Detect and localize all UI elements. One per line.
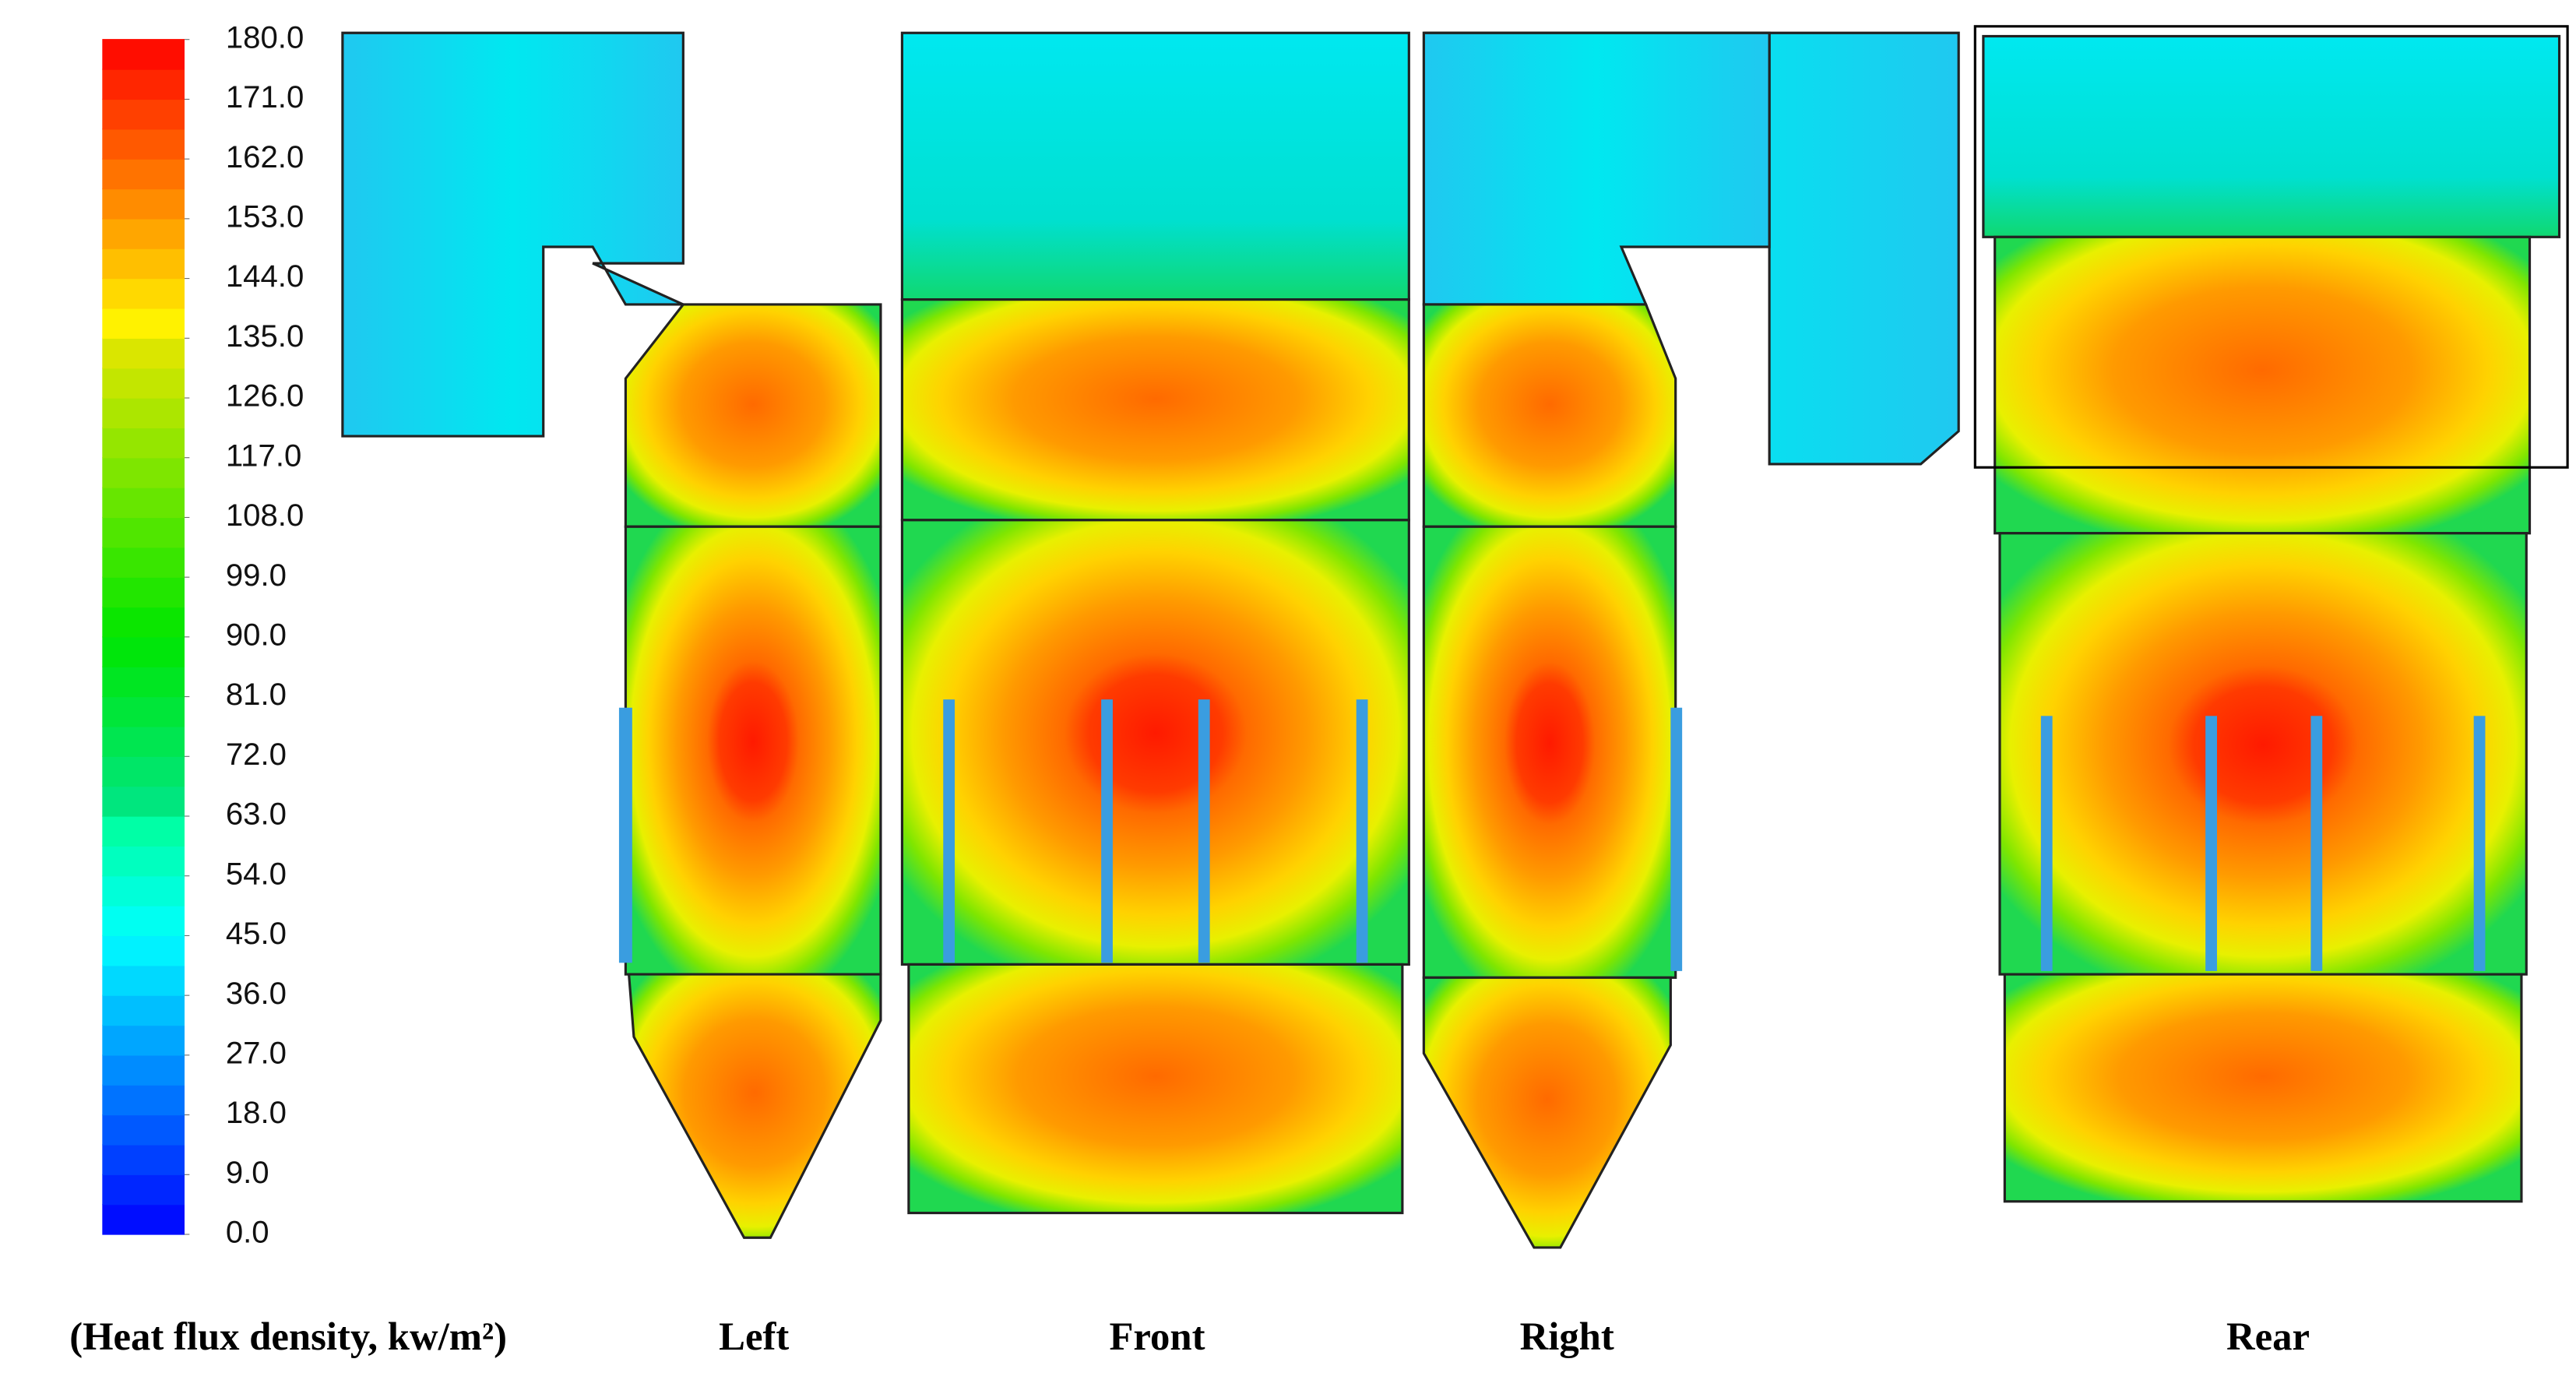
color-band bbox=[102, 337, 185, 369]
front-panel bbox=[900, 31, 1410, 1215]
tick-label: 63.0 bbox=[226, 797, 287, 832]
tick-label: 108.0 bbox=[226, 498, 304, 533]
color-band bbox=[102, 516, 185, 548]
tick-label: 72.0 bbox=[226, 737, 287, 772]
panel-label: Left bbox=[719, 1315, 789, 1358]
tick-label: 18.0 bbox=[226, 1095, 287, 1130]
color-band bbox=[102, 69, 185, 100]
tick-label: 45.0 bbox=[226, 916, 287, 951]
rear-panel bbox=[1973, 25, 2569, 1203]
color-band bbox=[102, 188, 185, 220]
panel-label: Front bbox=[1109, 1315, 1205, 1358]
tick-label: 126.0 bbox=[226, 378, 304, 414]
tick-label: 180.0 bbox=[226, 19, 304, 55]
color-band bbox=[102, 1144, 185, 1175]
color-band bbox=[102, 905, 185, 937]
color-band bbox=[102, 427, 185, 459]
tick-label: 162.0 bbox=[226, 139, 304, 174]
tick-label: 81.0 bbox=[226, 677, 287, 712]
color-band bbox=[102, 1084, 185, 1116]
tick-label: 153.0 bbox=[226, 199, 304, 234]
tick-label: 0.0 bbox=[226, 1215, 269, 1250]
color-band bbox=[102, 39, 185, 70]
tick-label: 54.0 bbox=[226, 856, 287, 891]
colorbar: 180.0 171.0 162.0 153.0 144.0 135.0 126.0 117.0… bbox=[102, 19, 304, 1250]
color-band bbox=[102, 965, 185, 996]
tick-label: 99.0 bbox=[226, 558, 287, 593]
color-band bbox=[102, 218, 185, 249]
color-band bbox=[102, 786, 185, 817]
color-band bbox=[102, 576, 185, 608]
color-band bbox=[102, 815, 185, 847]
right-panel bbox=[1422, 31, 1960, 1249]
color-band bbox=[102, 1114, 185, 1146]
color-band bbox=[102, 994, 185, 1026]
color-band bbox=[102, 397, 185, 428]
color-band bbox=[102, 547, 185, 578]
tick-label: 36.0 bbox=[226, 976, 287, 1011]
color-band bbox=[102, 158, 185, 190]
color-band bbox=[102, 666, 185, 698]
color-band bbox=[102, 755, 185, 787]
color-band bbox=[102, 845, 185, 877]
color-band bbox=[102, 875, 185, 906]
color-band bbox=[102, 457, 185, 488]
unit-label: (Heat flux density, kw/m²) bbox=[69, 1315, 507, 1358]
color-band bbox=[102, 248, 185, 280]
color-band bbox=[102, 487, 185, 519]
color-band bbox=[102, 636, 185, 667]
color-band bbox=[102, 1024, 185, 1056]
tick-label: 117.0 bbox=[226, 438, 301, 473]
panel-label: Rear bbox=[2226, 1315, 2310, 1358]
left-panel bbox=[341, 31, 882, 1239]
tick-label: 90.0 bbox=[226, 617, 287, 652]
color-band bbox=[102, 1204, 185, 1235]
color-band bbox=[102, 128, 185, 160]
color-band bbox=[102, 277, 185, 309]
color-band bbox=[102, 935, 185, 966]
color-band bbox=[102, 606, 185, 638]
color-band bbox=[102, 98, 185, 130]
color-band bbox=[102, 1174, 185, 1206]
tick-label: 135.0 bbox=[226, 319, 304, 354]
color-band bbox=[102, 368, 185, 399]
color-band bbox=[102, 1054, 185, 1086]
tick-label: 171.0 bbox=[226, 79, 304, 114]
color-band bbox=[102, 726, 185, 757]
tick-label: 144.0 bbox=[226, 259, 304, 294]
color-band bbox=[102, 695, 185, 727]
color-band bbox=[102, 308, 185, 339]
panel-label: Right bbox=[1520, 1315, 1614, 1358]
tick-label: 27.0 bbox=[226, 1035, 287, 1070]
tick-label: 9.0 bbox=[226, 1155, 269, 1190]
